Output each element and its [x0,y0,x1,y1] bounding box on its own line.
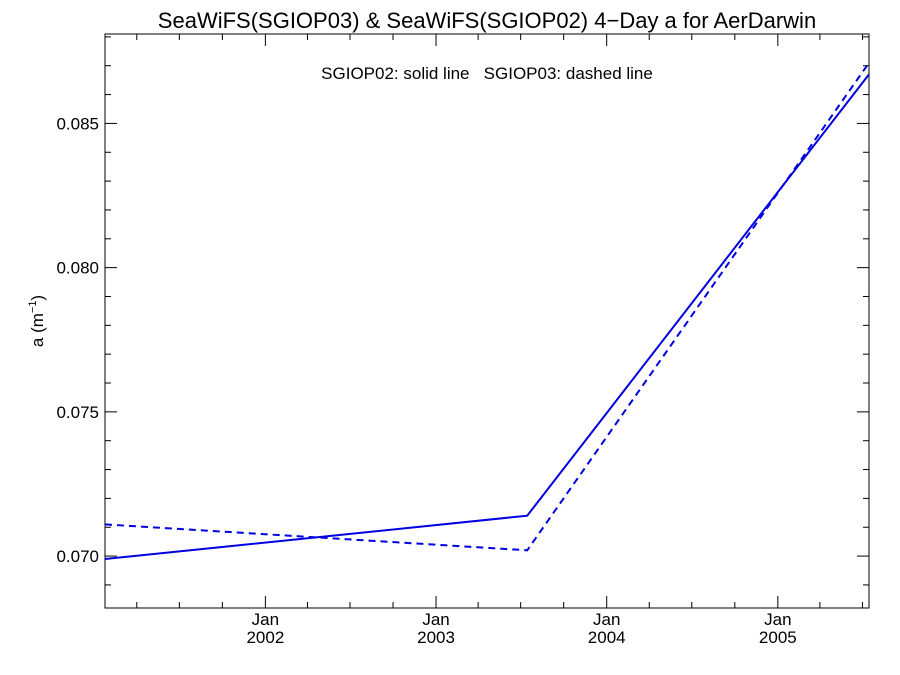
chart-title: SeaWiFS(SGIOP03) & SeaWiFS(SGIOP02) 4−Da… [158,8,816,33]
legend-annotation: SGIOP02: solid line SGIOP03: dashed line [321,64,653,83]
x-tick-label-year: 2002 [246,628,284,647]
y-axis-label-close: ) [28,295,47,301]
x-tick-label-year: 2003 [417,628,455,647]
y-tick-label: 0.075 [56,403,99,422]
y-axis-label-sup: −1 [27,301,39,314]
y-tick-label: 0.085 [56,114,99,133]
series-line-sgiop02 [104,73,870,560]
x-tick-label-year: 2004 [588,628,626,647]
y-axis-label-base: a (m [28,313,47,347]
axis-ticks [105,34,869,608]
y-tick-label: 0.080 [56,259,99,278]
x-tick-label-month: Jan [764,610,791,629]
series-line-sgiop03 [104,62,870,552]
x-tick-label-month: Jan [252,610,279,629]
y-tick-label: 0.070 [56,547,99,566]
series-group [104,62,870,560]
plot-frame [104,33,870,609]
tick-labels: 0.0700.0750.0800.085Jan2002Jan2003Jan200… [56,114,796,647]
x-tick-label-month: Jan [422,610,449,629]
x-tick-label-month: Jan [593,610,620,629]
x-tick-label-year: 2005 [759,628,797,647]
y-axis-label: a (m−1) [27,295,47,347]
